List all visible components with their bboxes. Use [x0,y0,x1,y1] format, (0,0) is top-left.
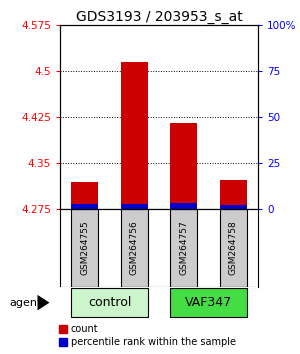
Text: GSM264757: GSM264757 [179,221,188,275]
Bar [170,209,197,287]
Bar [170,123,197,209]
Text: control: control [88,296,131,309]
Bar [121,62,148,209]
Text: GSM264758: GSM264758 [229,221,238,275]
Bar [71,204,98,209]
Bar [220,180,247,209]
Bar [170,203,197,209]
Bar [71,288,148,317]
Legend: count, percentile rank within the sample: count, percentile rank within the sample [59,325,236,347]
Bar [220,205,247,209]
Bar [121,204,148,209]
Bar [121,209,148,287]
Bar [71,209,98,287]
Text: GSM264756: GSM264756 [130,221,139,275]
Text: VAF347: VAF347 [185,296,232,309]
Title: GDS3193 / 203953_s_at: GDS3193 / 203953_s_at [76,10,242,24]
Bar [170,288,247,317]
Text: agent: agent [9,298,41,308]
Text: GSM264755: GSM264755 [80,221,89,275]
Bar [71,182,98,209]
Bar [220,209,247,287]
